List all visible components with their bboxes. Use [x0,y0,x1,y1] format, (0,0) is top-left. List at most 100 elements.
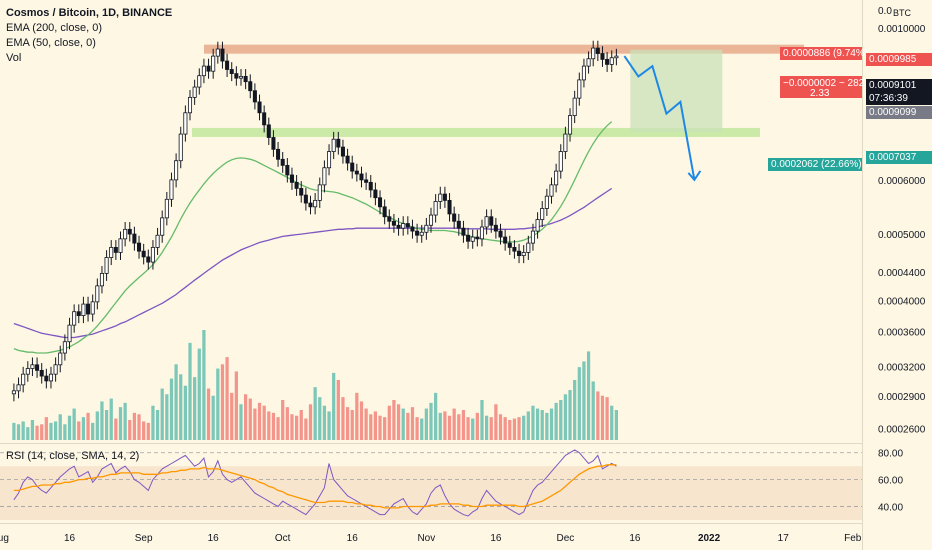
volume-bar [545,412,549,440]
candle-body [248,81,253,92]
candle-body [150,247,155,263]
rsi-ma-line [13,464,617,509]
candle-body [215,48,220,57]
volume-bar [614,410,618,440]
volume-bar [137,414,141,440]
candle-body [470,236,475,242]
candle-body [238,75,244,79]
volume-bar [123,402,127,440]
candle-body [438,193,443,202]
candle-body [104,257,109,274]
volume-bar [40,424,44,440]
time-axis-tick: 16 [64,533,76,544]
candle-body [405,223,410,228]
value-label-top: 0.0000886 (9.74%) [783,48,868,59]
candle-body [81,303,86,316]
support-zone [192,127,760,137]
candle-body [475,236,480,240]
time-axis-tick: Sep [135,533,153,544]
candle-body [331,138,336,152]
candle-body [257,101,262,114]
volume-bar [457,414,461,440]
candle-body [600,53,605,60]
candle-body [373,189,378,199]
candle-body [530,230,535,244]
volume-bar [466,417,470,440]
volume-bar [21,421,25,440]
candle-body [271,137,276,150]
candle-body [554,170,559,186]
candle-body [605,59,610,65]
volume-bar [49,422,53,440]
candle-body [276,148,281,160]
volume-bar [387,405,391,440]
volume-bar [471,418,475,440]
volume-bar [406,412,410,440]
volume-bar [44,417,48,440]
volume-bar [12,422,16,440]
volume-bar [508,420,512,440]
time-axis-tick: 17 [778,533,790,544]
price-label-current-bg [866,79,932,92]
volume-bar [267,411,271,440]
ema200-line [13,187,613,339]
candle-body [419,231,424,236]
volume-bar [318,397,322,440]
rsi-axis-tick: 40.00 [878,503,903,514]
price-axis-tick: 0.0006000 [878,176,926,187]
volume-bar [596,391,600,440]
candle-body [99,272,104,287]
candle-body [544,195,549,209]
candle-body [44,375,49,382]
value-label-top-bg [780,47,862,60]
time-axis-tick: 16 [629,533,641,544]
volume-bar [276,417,280,440]
price-axis-tick: 0.0003600 [878,328,926,339]
volume-bar [63,424,67,440]
candle-body [382,206,387,218]
volume-bar [234,371,238,440]
candle-body [345,155,350,164]
candle-body [354,170,359,175]
volume-bar [81,417,86,440]
volume-bar [257,402,262,440]
price-axis-tick-partial: 0.0 [878,6,892,17]
volume-bar [350,410,354,440]
candle-body [225,60,230,70]
candle-body [479,226,485,240]
candle-body [16,384,21,392]
volume-bar [503,417,507,440]
volume-bar [489,417,493,440]
candle-body [21,373,26,386]
candle-body [109,247,114,258]
volume-bar [109,398,113,440]
price-axis-tick: 0.0003200 [878,363,926,374]
volume-bar [77,421,81,440]
rsi-axis-tick: 60.00 [878,476,903,487]
candle-body [456,220,461,229]
indicator-volume: Vol [6,52,22,64]
volume-bar [369,414,373,440]
candle-body [410,226,415,232]
volume-bar [290,414,294,440]
candle-body [609,57,614,65]
time-axis-tick: Dec [556,533,574,544]
candle-body [377,197,383,208]
volume-bar [586,351,591,440]
volume-bar [128,420,132,440]
volume-bar [142,421,146,440]
candle-body [526,242,531,253]
candle-body [586,58,591,67]
volume-bar [244,394,248,440]
countdown-label-bg [866,92,932,105]
rsi-legend: RSI (14, close, SMA, 14, 2) [6,450,140,462]
volume-bar [341,397,345,440]
volume-bar [53,421,58,440]
volume-bar [262,405,266,440]
volume-bar [494,404,498,440]
volume-bar [100,401,104,440]
candle-body [48,373,54,382]
candle-body [568,115,573,135]
candle-body [350,162,355,172]
volume-bar [378,415,382,440]
